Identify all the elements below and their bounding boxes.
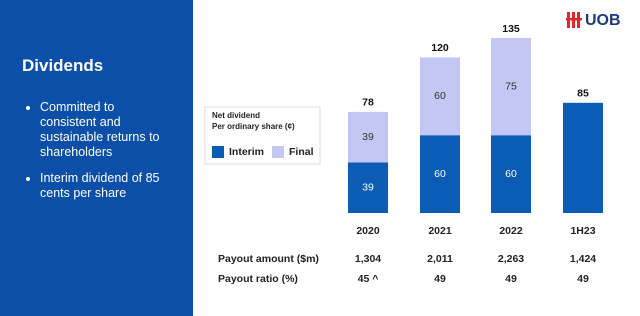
segment-label: 39 bbox=[362, 182, 374, 194]
x-tick-label: 1H23 bbox=[570, 225, 595, 237]
total-label: 85 bbox=[577, 88, 589, 100]
bullet-list: Committed to consistent and sustainable … bbox=[20, 100, 168, 212]
logo-text: UOB bbox=[585, 12, 621, 29]
bar-segment bbox=[563, 102, 603, 213]
bar-segment bbox=[348, 111, 388, 163]
total-label: 78 bbox=[362, 97, 374, 109]
cell: 1,304 bbox=[355, 253, 381, 265]
bar-segment bbox=[348, 162, 388, 213]
legend-swatch bbox=[212, 146, 224, 158]
x-tick-label: 2021 bbox=[428, 225, 452, 237]
total-label: 120 bbox=[431, 42, 449, 54]
bar-segment bbox=[491, 38, 531, 136]
x-tick-label: 2020 bbox=[356, 225, 380, 237]
cell: 49 bbox=[505, 273, 517, 285]
cell: 1,424 bbox=[570, 253, 596, 265]
bar-segment bbox=[491, 135, 531, 213]
x-tick-label: 2022 bbox=[499, 225, 523, 237]
legend-label: Interim bbox=[229, 146, 264, 158]
bar-segment bbox=[420, 135, 460, 213]
total-label: 135 bbox=[502, 23, 520, 35]
cell: 45 ^ bbox=[358, 273, 379, 285]
cell: 49 bbox=[577, 273, 589, 285]
legend-label: Final bbox=[289, 146, 314, 158]
bullet: Committed to consistent and sustainable … bbox=[40, 100, 168, 160]
segment-label: 60 bbox=[434, 168, 446, 180]
legend-title: Net dividend bbox=[212, 111, 260, 120]
cell: 49 bbox=[434, 273, 446, 285]
bullet: Interim dividend of 85 cents per share bbox=[40, 171, 168, 201]
slide-title: Dividends bbox=[22, 56, 104, 75]
segment-label: 75 bbox=[505, 80, 517, 92]
row-label: Payout amount ($m) bbox=[218, 253, 319, 265]
legend-box bbox=[204, 106, 321, 165]
segment-label: 60 bbox=[434, 90, 446, 102]
segment-label: 60 bbox=[505, 168, 517, 180]
legend-title: Per ordinary share (¢) bbox=[212, 122, 295, 131]
row-label: Payout ratio (%) bbox=[218, 273, 298, 285]
cell: 2,011 bbox=[427, 253, 453, 265]
side-panel: Dividends Committed to consistent and su… bbox=[0, 0, 193, 316]
segment-label: 39 bbox=[362, 131, 374, 143]
bar-segment bbox=[420, 57, 460, 136]
cell: 2,263 bbox=[498, 253, 524, 265]
legend-swatch bbox=[272, 146, 284, 158]
logo-icon bbox=[566, 12, 582, 28]
